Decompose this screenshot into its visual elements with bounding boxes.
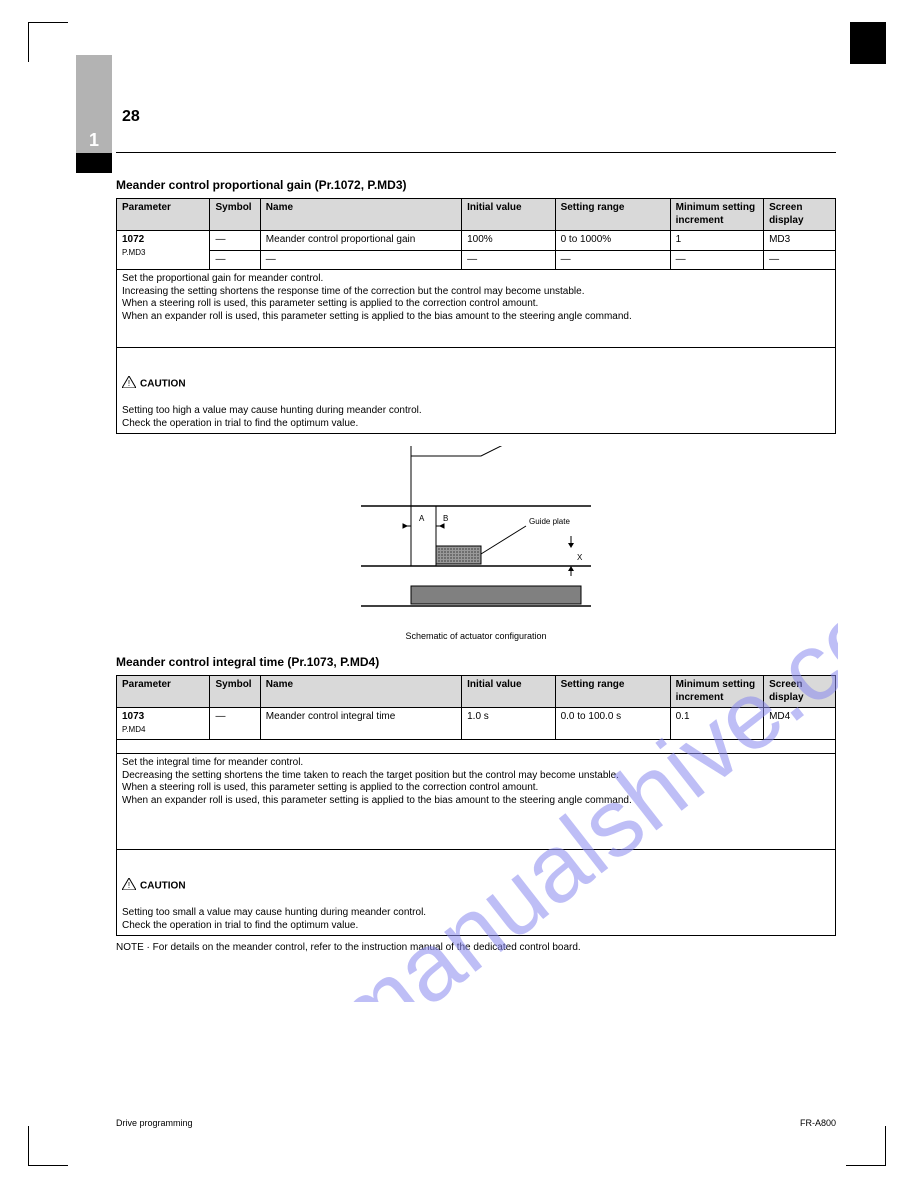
- cell: 1072 P.MD3: [117, 231, 210, 270]
- cell: 100%: [462, 231, 555, 251]
- section2-title: Meander control integral time (Pr.1073, …: [116, 655, 836, 669]
- th-label: Parameter: [122, 202, 171, 213]
- th: Name: [260, 199, 461, 231]
- cell: —: [260, 250, 461, 270]
- page-content: Meander control proportional gain (Pr.10…: [116, 172, 836, 955]
- table-caution-row: ! CAUTION Setting too high a value may c…: [117, 348, 836, 434]
- table-row: [117, 740, 836, 754]
- desc-text: Set the integral time for meander contro…: [122, 757, 632, 806]
- th-label: Setting range: [561, 202, 625, 213]
- cell: 1.0 s: [462, 708, 555, 740]
- th: Minimum setting increment: [670, 199, 763, 231]
- section1-table: Parameter Symbol Name Initial value Sett…: [116, 198, 836, 434]
- diagram-caption: Schematic of actuator configuration: [116, 631, 836, 641]
- table-desc-row: Set the integral time for meander contro…: [117, 754, 836, 850]
- table-row: 1072 P.MD3 — Meander control proportiona…: [117, 231, 836, 251]
- svg-text:!: !: [128, 379, 130, 388]
- cell: 0.0 to 100.0 s: [555, 708, 670, 740]
- cell-sub: P.MD4: [122, 725, 145, 734]
- footer-right: FR-A800: [800, 1118, 836, 1128]
- cell: MD3: [764, 231, 836, 251]
- table-caution-row: ! CAUTION Setting too small a value may …: [117, 850, 836, 936]
- cell: 0.1: [670, 708, 763, 740]
- th: Screen display: [764, 199, 836, 231]
- cell: —: [670, 250, 763, 270]
- page-note: NOTE · For details on the meander contro…: [116, 942, 836, 953]
- cell: MD4: [764, 708, 836, 740]
- table-header-row: Parameter Symbol Name Initial value Sett…: [117, 676, 836, 708]
- table-desc-row: Set the proportional gain for meander co…: [117, 270, 836, 348]
- th: Name: [260, 676, 461, 708]
- cell: Meander control integral time: [260, 708, 461, 740]
- page-footer: Drive programming FR-A800: [116, 1118, 836, 1128]
- caution-cell: ! CAUTION Setting too high a value may c…: [117, 348, 836, 434]
- caution-icon: !: [122, 364, 136, 393]
- desc-text: Set the proportional gain for meander co…: [122, 273, 632, 322]
- th-label: Name: [266, 202, 293, 213]
- cell-text: 1072: [122, 234, 144, 245]
- th: Parameter: [117, 676, 210, 708]
- th: Initial value: [462, 199, 555, 231]
- diagram-label-b: B: [443, 514, 448, 523]
- table-row: — — — — — —: [117, 250, 836, 270]
- diagram-label-x: X: [577, 553, 583, 562]
- filler-cell: [117, 740, 836, 754]
- cell: —: [555, 250, 670, 270]
- tab-number: 1: [76, 130, 112, 151]
- th-label: Screen display: [769, 202, 803, 226]
- svg-text:!: !: [128, 881, 130, 890]
- desc-cell: Set the integral time for meander contro…: [117, 754, 836, 850]
- cell: —: [210, 231, 260, 251]
- section1-title: Meander control proportional gain (Pr.10…: [116, 178, 836, 192]
- caution-text: Setting too high a value may cause hunti…: [122, 405, 422, 429]
- cell: —: [210, 708, 260, 740]
- th: Minimum setting increment: [670, 676, 763, 708]
- page-number: 28: [122, 108, 140, 126]
- th: Setting range: [555, 676, 670, 708]
- actuator-diagram: Rotating part A B Guide plate X: [351, 446, 601, 626]
- th-label: Minimum setting increment: [676, 202, 755, 226]
- cell-text: 1073: [122, 711, 144, 722]
- cell: 1073 P.MD4: [117, 708, 210, 740]
- caution-icon: !: [122, 866, 136, 895]
- th-label: Initial value: [467, 202, 521, 213]
- caution-title: CAUTION: [140, 378, 186, 389]
- section-tab: 1: [76, 55, 112, 153]
- table-row: 1073 P.MD4 — Meander control integral ti…: [117, 708, 836, 740]
- caution-text: Setting too small a value may cause hunt…: [122, 907, 426, 931]
- th: Parameter: [117, 199, 210, 231]
- th: Symbol: [210, 199, 260, 231]
- diagram-container: Rotating part A B Guide plate X Schemati…: [116, 446, 836, 641]
- section2-table: Parameter Symbol Name Initial value Sett…: [116, 675, 836, 936]
- cell: —: [210, 250, 260, 270]
- caution-title: CAUTION: [140, 880, 186, 891]
- cell: —: [764, 250, 836, 270]
- th: Screen display: [764, 676, 836, 708]
- cell: 1: [670, 231, 763, 251]
- caution-cell: ! CAUTION Setting too small a value may …: [117, 850, 836, 936]
- page-frame: 1 28 manualshive.com Meander control pro…: [28, 22, 864, 1166]
- footer-left: Drive programming: [116, 1118, 193, 1128]
- th-label: Symbol: [215, 202, 251, 213]
- header-rule: [116, 152, 836, 153]
- th: Setting range: [555, 199, 670, 231]
- diagram-label-mid: Guide plate: [529, 517, 570, 526]
- table-header-row: Parameter Symbol Name Initial value Sett…: [117, 199, 836, 231]
- cell-sub: P.MD3: [122, 248, 145, 257]
- desc-cell: Set the proportional gain for meander co…: [117, 270, 836, 348]
- diagram-label-a: A: [419, 514, 425, 523]
- th: Symbol: [210, 676, 260, 708]
- cell: —: [462, 250, 555, 270]
- th: Initial value: [462, 676, 555, 708]
- cell: Meander control proportional gain: [260, 231, 461, 251]
- cell: 0 to 1000%: [555, 231, 670, 251]
